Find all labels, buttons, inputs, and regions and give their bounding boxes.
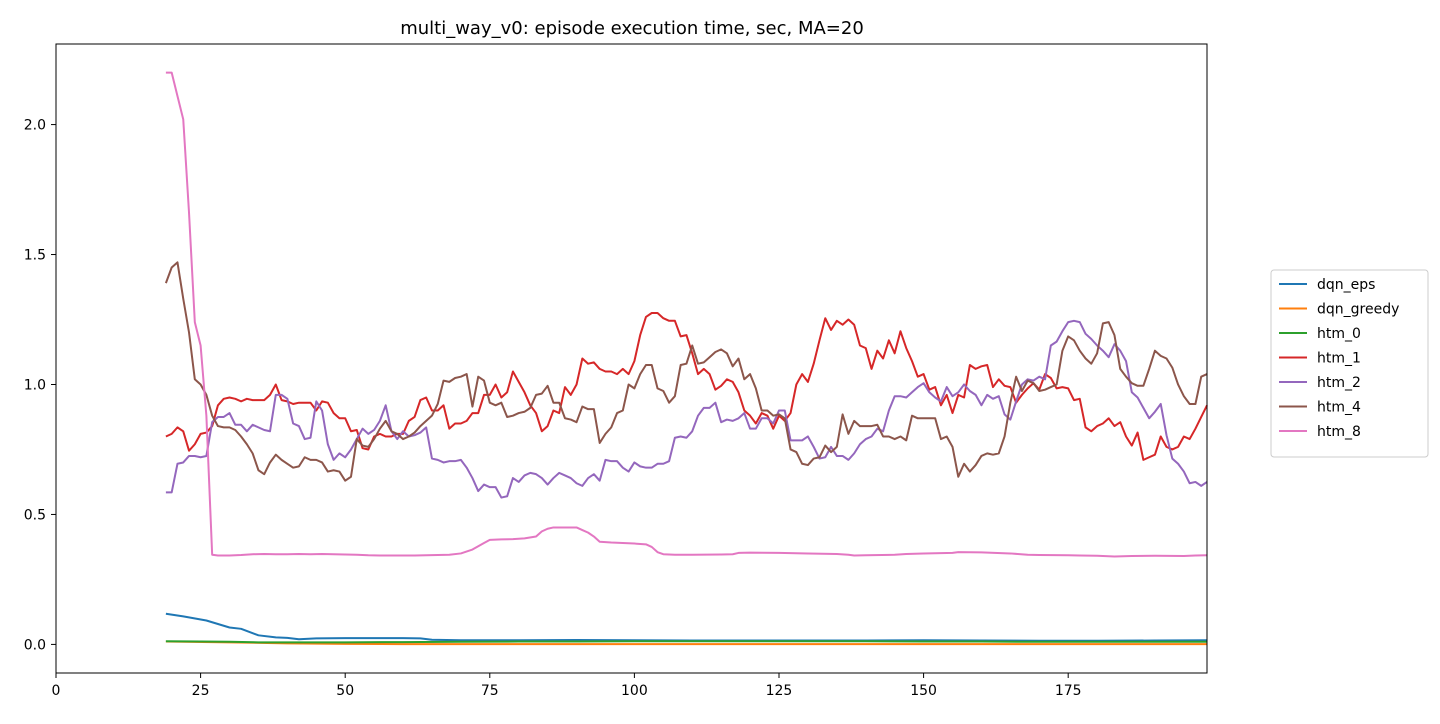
legend-label: htm_4	[1317, 400, 1361, 416]
series-line-htm-8	[165, 71, 1208, 558]
y-tick-label: 1.0	[24, 377, 46, 393]
series-line-htm-2	[165, 319, 1208, 499]
legend-label: htm_8	[1317, 424, 1361, 440]
legend-box	[1270, 269, 1429, 458]
legend: dqn_eps dqn_greedy htm_0 htm_1 htm_2 htm_4htm…	[1270, 269, 1429, 458]
y-tick-label: 0.0	[24, 637, 46, 653]
legend-label: htm_1	[1317, 351, 1361, 367]
series-layer	[164, 71, 1208, 646]
series-line-htm-0	[165, 640, 1207, 644]
y-axis: 0.0 0.5 1.0 1.5 2.0	[24, 118, 56, 653]
x-tick-label: 0	[52, 683, 61, 699]
x-tick-label: 150	[910, 683, 937, 699]
chart-title: multi_way_v0: episode execution time, se…	[400, 18, 864, 39]
y-tick-label: 0.5	[24, 507, 46, 523]
x-tick-label: 75	[481, 683, 499, 699]
x-tick-label: 50	[336, 683, 354, 699]
x-tick-label: 125	[766, 683, 793, 699]
x-tick-label: 25	[192, 683, 210, 699]
legend-label: dqn_greedy	[1317, 302, 1399, 318]
x-axis: 0 25 50 75 100 125 150 175	[52, 673, 1082, 699]
x-tick-label: 175	[1055, 683, 1082, 699]
series-line-htm-4	[164, 261, 1208, 482]
legend-label: htm_0	[1317, 326, 1361, 342]
x-tick-label: 100	[621, 683, 648, 699]
y-tick-label: 1.5	[24, 248, 46, 264]
plot-frame	[55, 43, 1208, 674]
series-line-dqn-eps	[165, 612, 1208, 642]
y-tick-label: 2.0	[24, 118, 46, 134]
legend-label: htm_2	[1317, 375, 1361, 391]
legend-label: dqn_eps	[1317, 277, 1375, 293]
